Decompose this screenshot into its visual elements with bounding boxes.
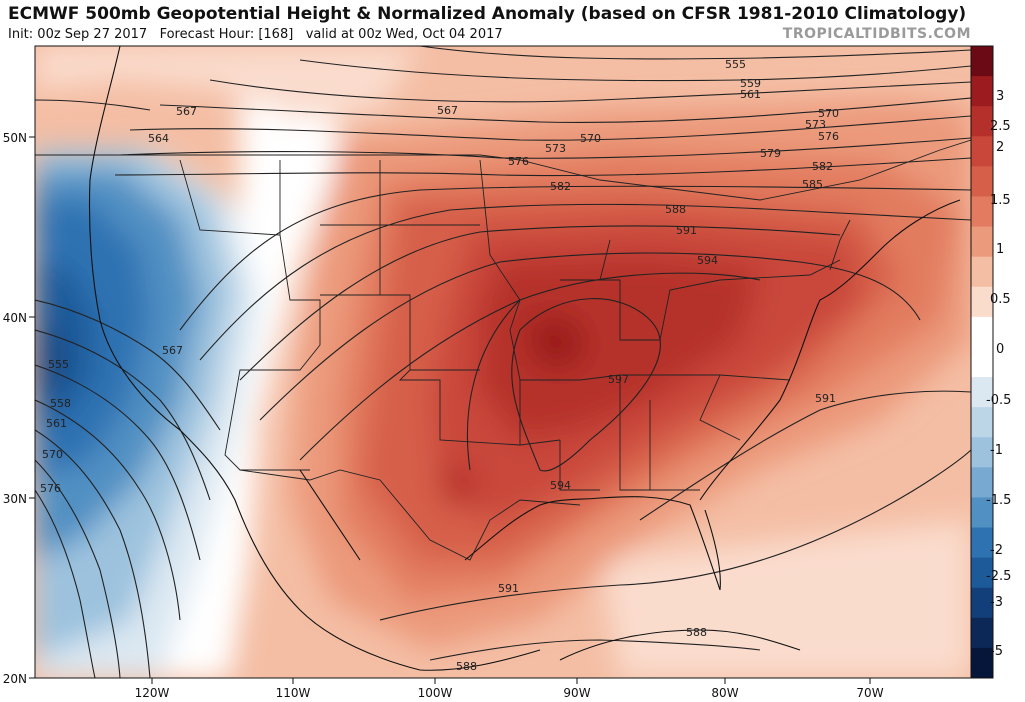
valid-time: valid at 00z Wed, Oct 04 2017 xyxy=(305,27,503,42)
colorbar-swatch xyxy=(971,527,993,559)
colorbar-swatch xyxy=(971,617,993,649)
svg-text:559: 559 xyxy=(740,77,761,90)
lat-label-20n: 20N xyxy=(3,672,27,686)
colorbar-swatch xyxy=(971,377,993,408)
colorbar-swatch xyxy=(971,467,993,498)
lon-label-70w: 70W xyxy=(856,686,883,700)
svg-text:588: 588 xyxy=(665,203,686,216)
svg-text:591: 591 xyxy=(498,582,519,595)
svg-text:591: 591 xyxy=(676,224,697,237)
lat-label-40n: 40N xyxy=(3,311,27,325)
cb-label: 0 xyxy=(996,342,1004,357)
svg-text:555: 555 xyxy=(725,58,746,71)
svg-text:570: 570 xyxy=(42,448,63,461)
brand-watermark: TROPICALTIDBITS.COM xyxy=(782,26,971,42)
colorbar-swatch xyxy=(971,557,993,589)
colorbar-swatch xyxy=(971,46,993,77)
height-contours xyxy=(35,46,971,678)
svg-text:573: 573 xyxy=(805,118,826,131)
colorbar-swatch xyxy=(971,346,993,378)
lon-label-120w: 120W xyxy=(135,686,170,700)
state-borders xyxy=(35,139,971,561)
svg-text:573: 573 xyxy=(545,142,566,155)
svg-text:576: 576 xyxy=(40,482,61,495)
svg-text:555: 555 xyxy=(48,358,69,371)
contour-labels: 555 559 561 567 564 567 570 573 576 579 … xyxy=(40,58,839,673)
cb-label: -0.5 xyxy=(986,393,1011,408)
colorbar-swatch xyxy=(971,226,993,258)
svg-text:564: 564 xyxy=(148,132,169,145)
colorbar-swatch xyxy=(971,647,993,679)
cb-label: 2 xyxy=(996,140,1004,155)
coastlines xyxy=(88,46,961,671)
colorbar-swatch xyxy=(971,256,993,288)
colorbar-swatch xyxy=(971,106,993,137)
svg-text:582: 582 xyxy=(550,180,571,193)
svg-text:591: 591 xyxy=(815,392,836,405)
svg-text:576: 576 xyxy=(508,155,529,168)
lat-label-30n: 30N xyxy=(3,492,27,506)
svg-text:594: 594 xyxy=(550,479,571,492)
svg-text:594: 594 xyxy=(697,254,718,267)
svg-text:570: 570 xyxy=(580,132,601,145)
svg-text:567: 567 xyxy=(437,104,458,117)
lon-label-80w: 80W xyxy=(711,686,738,700)
svg-text:582: 582 xyxy=(812,160,833,173)
cb-label: -2 xyxy=(990,543,1003,558)
cb-label: -3 xyxy=(990,595,1003,610)
init-time: Init: 00z Sep 27 2017 xyxy=(8,27,148,42)
cb-label: 2.5 xyxy=(990,119,1011,134)
map-title: ECMWF 500mb Geopotential Height & Normal… xyxy=(8,4,967,24)
svg-text:597: 597 xyxy=(608,373,629,386)
map-subtitle: Init: 00z Sep 27 2017 Forecast Hour: [16… xyxy=(8,27,503,42)
cb-label: -1.5 xyxy=(986,493,1011,508)
svg-text:558: 558 xyxy=(50,397,71,410)
svg-text:588: 588 xyxy=(686,626,707,639)
svg-text:576: 576 xyxy=(818,130,839,143)
svg-text:567: 567 xyxy=(162,344,183,357)
svg-text:585: 585 xyxy=(802,178,823,191)
cb-label: 1.5 xyxy=(990,193,1011,208)
colorbar-swatch xyxy=(971,76,993,107)
colorbar-swatch xyxy=(971,196,993,228)
svg-text:588: 588 xyxy=(456,660,477,673)
lat-label-50n: 50N xyxy=(3,131,27,145)
cb-label: -2.5 xyxy=(986,569,1011,584)
colorbar-labels: 3 2.5 2 1.5 1 0.5 0 -0.5 -1 -1.5 -2 -2.5… xyxy=(986,89,1011,659)
colorbar-swatch xyxy=(971,316,993,348)
colorbar-swatch xyxy=(971,166,993,197)
svg-text:570: 570 xyxy=(818,107,839,120)
cb-label: 1 xyxy=(996,242,1004,257)
lon-label-110w: 110W xyxy=(276,686,311,700)
colorbar-frame xyxy=(970,45,994,679)
lon-label-100w: 100W xyxy=(418,686,453,700)
svg-text:567: 567 xyxy=(176,105,197,118)
colorbar-swatch xyxy=(971,437,993,468)
svg-text:579: 579 xyxy=(760,147,781,160)
forecast-hour: Forecast Hour: [168] xyxy=(159,27,294,42)
svg-text:561: 561 xyxy=(46,417,67,430)
cb-label: 0.5 xyxy=(990,292,1011,307)
cb-label: -5 xyxy=(990,644,1003,659)
svg-text:561: 561 xyxy=(740,88,761,101)
colorbar-swatch xyxy=(971,497,993,529)
latitude-axis: 50N 40N 30N 20N xyxy=(3,131,35,686)
lon-label-90w: 90W xyxy=(563,686,590,700)
colorbar-swatch xyxy=(971,286,993,318)
colorbar-swatch xyxy=(971,587,993,619)
colorbar-swatch xyxy=(971,407,993,438)
cb-label: -1 xyxy=(990,443,1003,458)
longitude-axis: 120W 110W 100W 90W 80W 70W xyxy=(135,678,884,700)
colorbar xyxy=(970,45,994,679)
cb-label: 3 xyxy=(996,89,1004,104)
colorbar-swatch xyxy=(971,136,993,167)
